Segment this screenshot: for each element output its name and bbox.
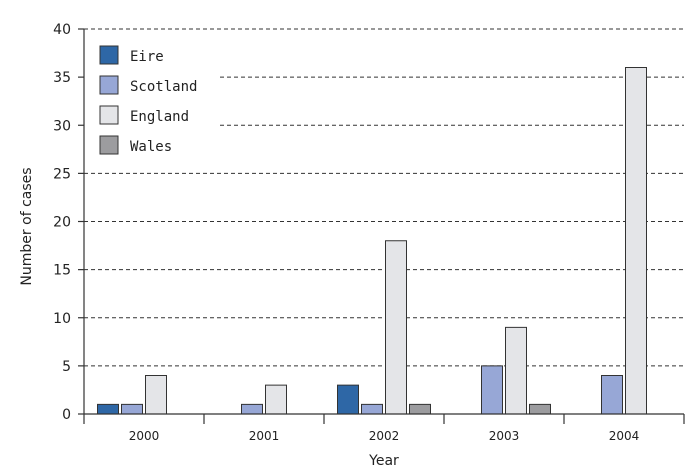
- bar-england-2004: [625, 67, 647, 415]
- x-tick-label-2004: 2004: [609, 429, 640, 443]
- y-tick-label-0: 0: [62, 407, 71, 423]
- bar-scotland-2001: [241, 403, 263, 415]
- bar-eire-2002: [337, 384, 359, 415]
- bar-scotland-2004: [601, 375, 623, 415]
- y-tick-label-10: 10: [53, 311, 71, 327]
- x-tick-label-2001: 2001: [249, 429, 280, 443]
- bar-scotland-2003: [481, 365, 503, 415]
- bar-england-2001: [265, 384, 287, 415]
- x-tick-label-2000: 2000: [129, 429, 160, 443]
- x-ticks: 2000 2001 2002 2003 2004: [83, 414, 685, 443]
- legend-label-eire: Eire: [130, 49, 164, 65]
- bar-england-2000: [145, 375, 167, 415]
- bar-scotland-2000: [121, 403, 143, 415]
- y-tick-label-5: 5: [62, 359, 71, 375]
- y-tick-label-40: 40: [53, 22, 71, 38]
- gridlines: [84, 28, 684, 367]
- y-tick-label-20: 20: [53, 215, 71, 231]
- x-tick-label-2003: 2003: [489, 429, 520, 443]
- y-axis-title: Number of cases: [19, 167, 35, 285]
- legend: Eire Scotland England Wales: [99, 45, 197, 155]
- x-axis-title: Year: [368, 453, 399, 468]
- y-tick-label-15: 15: [53, 263, 71, 279]
- bars: [97, 67, 647, 415]
- y-tick-label-35: 35: [53, 70, 71, 86]
- bar-scotland-2002: [361, 403, 383, 415]
- bar-eire-2000: [97, 403, 119, 415]
- legend-label-wales: Wales: [130, 139, 172, 155]
- y-tick-label-30: 30: [53, 118, 71, 134]
- legend-swatch-england: [99, 105, 119, 125]
- bar-england-2003: [505, 326, 527, 415]
- legend-label-scotland: Scotland: [130, 79, 197, 95]
- bar-wales-2003: [529, 403, 551, 415]
- legend-swatch-scotland: [99, 75, 119, 95]
- bar-wales-2002: [409, 403, 431, 415]
- bar-england-2002: [385, 240, 407, 415]
- legend-swatch-wales: [99, 135, 119, 155]
- legend-label-england: England: [130, 109, 189, 125]
- y-tick-label-25: 25: [53, 166, 71, 182]
- y-ticks: 0 5 10 15 20 25 30 35 40: [53, 22, 84, 423]
- x-tick-label-2002: 2002: [369, 429, 400, 443]
- legend-swatch-eire: [99, 45, 119, 65]
